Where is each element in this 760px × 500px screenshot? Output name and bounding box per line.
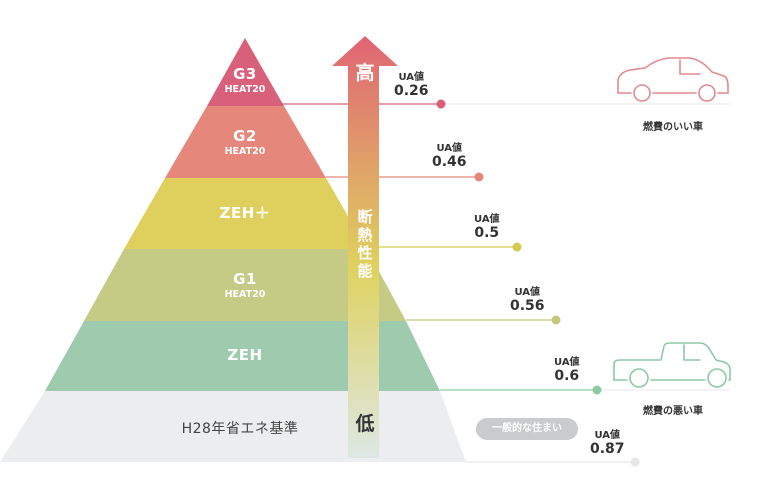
ua-value: 0.26	[394, 83, 429, 99]
tier-label-zeh: ZEH	[145, 347, 345, 364]
arrow-bottom-label: 低	[355, 413, 375, 435]
tier-name: G2	[233, 127, 257, 145]
tier-label-g1: G1 HEAT20	[145, 271, 345, 301]
tier-name: G1	[233, 270, 257, 288]
bad-car-caption: 燃費の悪い車	[643, 406, 703, 417]
good-car-icon	[617, 57, 729, 102]
arrow-top-label: 高	[355, 62, 375, 84]
tier-sub: HEAT20	[224, 84, 266, 95]
tier-g1-shape	[84, 249, 406, 321]
ua-key: UA値	[514, 287, 541, 298]
tier-label-g2: G2 HEAT20	[145, 128, 345, 158]
ua-dot-h28	[630, 457, 640, 467]
tier-name: ZEH＋	[219, 204, 271, 222]
tier-name: G3	[233, 65, 257, 83]
ua-value: 0.56	[510, 298, 545, 314]
tier-g3-shape	[207, 38, 284, 106]
tier-sub: HEAT20	[224, 289, 266, 300]
tier-label-zehplus: ZEH＋	[145, 205, 345, 222]
tier-name: ZEH	[227, 346, 263, 364]
general-home-badge: 一般的な住まい	[476, 418, 578, 440]
ua-dot-g3	[436, 99, 446, 109]
tier-g2-shape	[165, 106, 326, 178]
ua-key: UA値	[594, 430, 621, 441]
tier-name: H28年省エネ基準	[181, 421, 299, 437]
ua-dot-zehplus	[512, 242, 522, 252]
tier-zehplus-shape	[124, 178, 367, 249]
tier-zeh-shape	[45, 321, 440, 391]
ua-key: UA値	[474, 214, 500, 225]
good-car-caption: 燃費のいい車	[643, 122, 703, 133]
ua-value: 0.87	[590, 441, 625, 457]
ua-value: 0.5	[474, 225, 500, 241]
ua-label-g2: UA値 0.46	[432, 143, 467, 170]
arrow-middle-label: 断熱性能	[357, 208, 373, 280]
bad-car-icon	[613, 342, 731, 388]
ua-dot-g2	[474, 172, 484, 182]
performance-arrow	[332, 36, 398, 458]
ua-dot-zeh	[592, 385, 602, 395]
ua-value: 0.6	[554, 368, 580, 384]
ua-label-h28: UA値 0.87	[590, 430, 625, 457]
ua-label-g1: UA値 0.56	[510, 287, 545, 314]
ua-label-zeh: UA値 0.6	[554, 357, 580, 384]
ua-value: 0.46	[432, 154, 467, 170]
ua-label-zehplus: UA値 0.5	[474, 214, 500, 241]
tier-sub: HEAT20	[224, 146, 266, 157]
ua-label-g3: UA値 0.26	[394, 72, 429, 99]
ua-dot-g1	[551, 315, 561, 325]
tier-label-h28: H28年省エネ基準	[140, 421, 340, 438]
ua-key: UA値	[554, 357, 580, 368]
ua-key: UA値	[398, 72, 425, 83]
tier-label-g3: G3 HEAT20	[145, 66, 345, 96]
ua-key: UA値	[436, 143, 463, 154]
